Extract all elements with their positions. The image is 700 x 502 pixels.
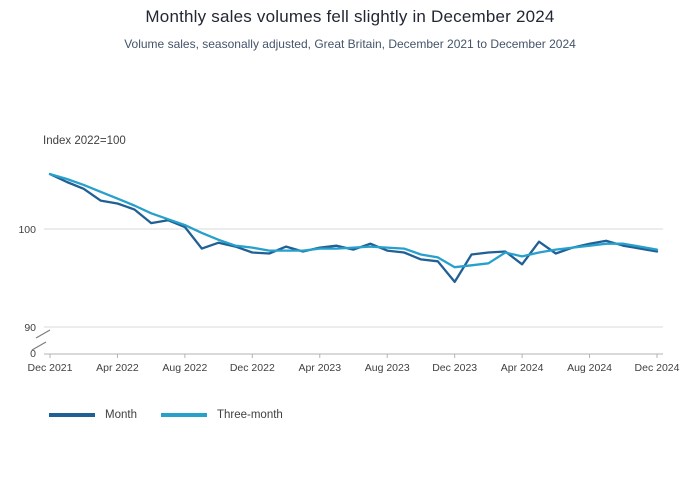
legend-label-month: Month	[105, 409, 137, 421]
svg-text:Dec 2021: Dec 2021	[28, 362, 73, 374]
legend-item-month: Month	[49, 409, 137, 421]
svg-text:Aug 2022: Aug 2022	[162, 362, 207, 374]
chart-title: Monthly sales volumes fell slightly in D…	[145, 7, 555, 26]
svg-text:100: 100	[18, 224, 36, 236]
svg-text:Aug 2023: Aug 2023	[365, 362, 410, 374]
legend-swatch-three-month	[160, 413, 207, 417]
chart-subtitle: Volume sales, seasonally adjusted, Great…	[124, 37, 576, 51]
svg-text:90: 90	[24, 322, 36, 334]
legend-label-three-month: Three-month	[216, 409, 283, 421]
legend-item-three-month: Three-month	[160, 409, 283, 421]
svg-text:0: 0	[30, 348, 36, 360]
svg-text:Dec 2024: Dec 2024	[635, 362, 680, 374]
legend-swatch-month	[49, 413, 95, 417]
y-axis-title: Index 2022=100	[43, 135, 126, 147]
svg-text:Apr 2023: Apr 2023	[298, 362, 341, 374]
svg-text:Dec 2022: Dec 2022	[230, 362, 275, 374]
svg-text:Aug 2024: Aug 2024	[567, 362, 612, 374]
svg-text:Apr 2024: Apr 2024	[501, 362, 544, 374]
chart-legend: Month Three-month	[49, 409, 307, 421]
svg-text:Apr 2022: Apr 2022	[96, 362, 139, 374]
svg-text:Dec 2023: Dec 2023	[432, 362, 477, 374]
